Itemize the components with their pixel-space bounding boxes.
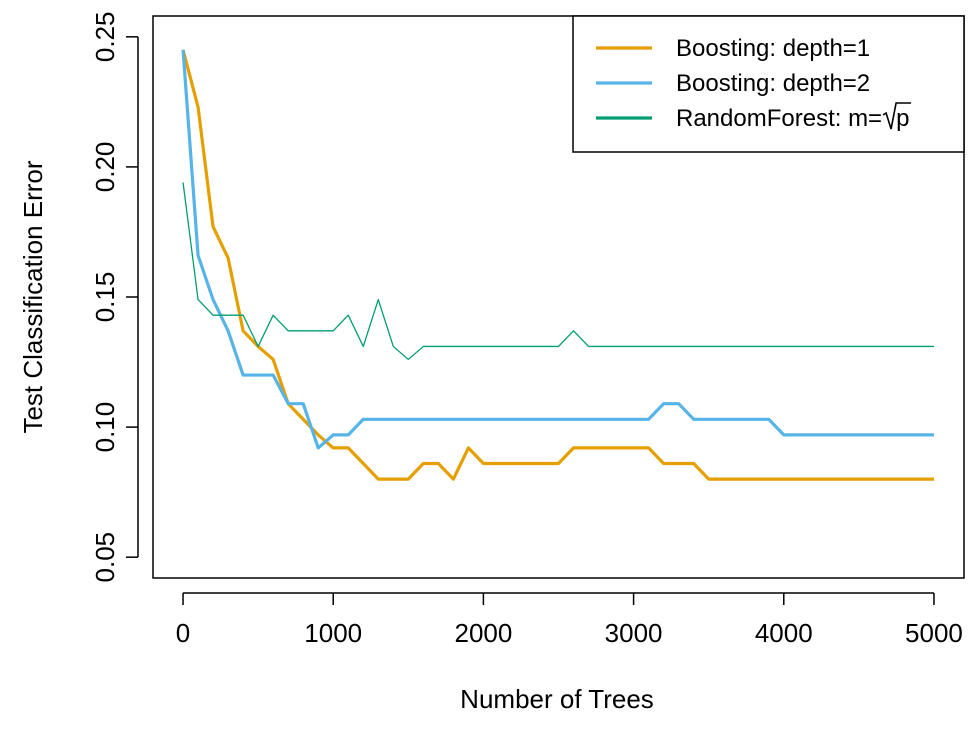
y-tick-label: 0.10 [90,402,120,453]
x-tick-label: 0 [176,618,190,648]
x-tick-label: 1000 [304,618,362,648]
legend-label-boosting-depth-2: Boosting: depth=2 [676,70,870,97]
legend-label-randomforest: RandomForest: m= [676,105,882,132]
x-tick-label: 4000 [755,618,813,648]
plot-frame [152,15,965,579]
y-tick-label: 0.15 [90,272,120,323]
axes: 0 1000 2000 3000 4000 5000 0.05 0.10 0.15 0.20 0.2… [90,12,963,648]
sqrt-radical-icon [882,102,912,130]
x-tick-label: 3000 [605,618,663,648]
y-tick-label: 0.05 [90,532,120,583]
x-tick-label: 2000 [454,618,512,648]
series-line-boosting-depth-2 [181,49,934,450]
plot-area [152,15,965,579]
y-tick-label: 0.20 [90,142,120,193]
y-axis-title: Test Classification Error [18,160,48,433]
legend-label-randomforest-radicand: p [896,105,909,132]
legend: Boosting: depth=1 Boosting: depth=2 Rand… [572,15,965,153]
y-tick-label: 0.25 [90,12,120,63]
series-line-randomforest-m-p [182,182,934,361]
series-line-boosting-depth-1 [181,49,934,481]
x-tick-label: 5000 [905,618,963,648]
series-layer [181,49,934,481]
legend-label-boosting-depth-1: Boosting: depth=1 [676,35,870,62]
legend-label-randomforest-prefix: RandomForest: m= [676,105,882,132]
x-axis-title: Number of Trees [460,684,654,714]
